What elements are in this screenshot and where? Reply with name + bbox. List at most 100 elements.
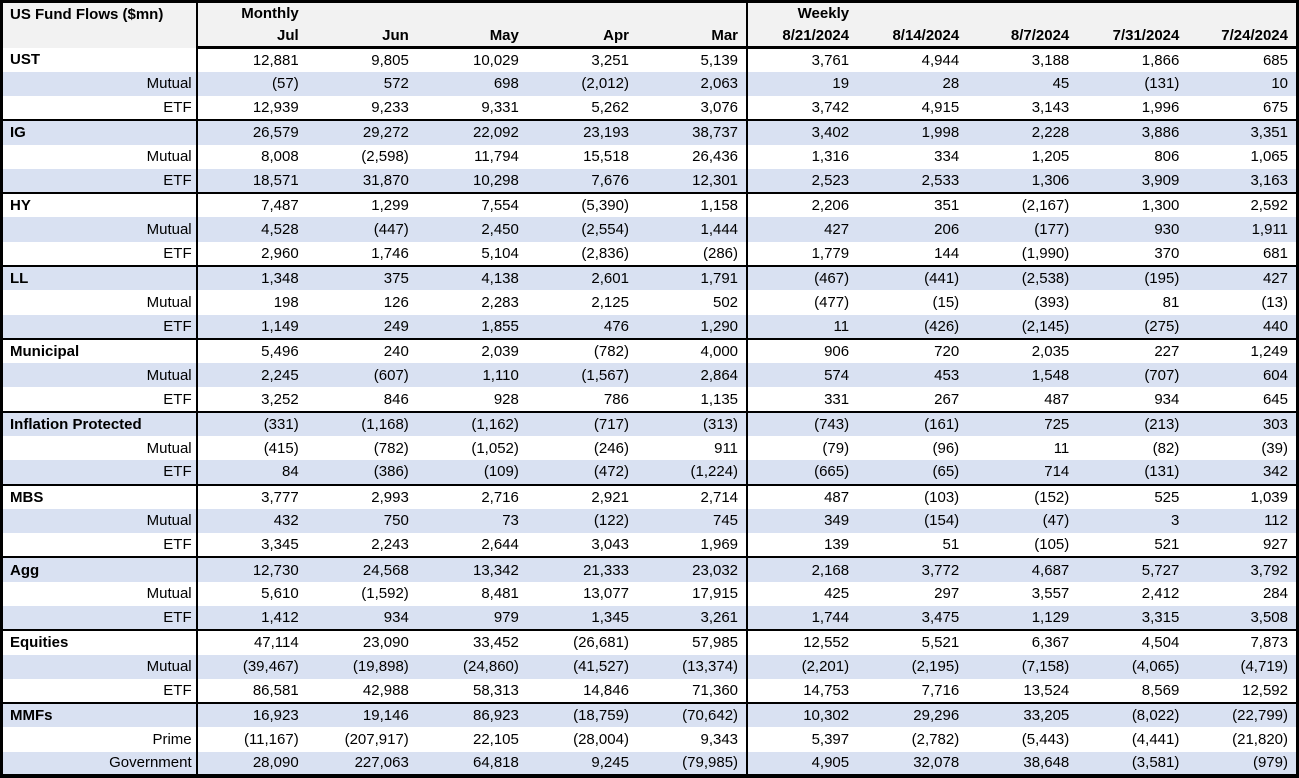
weekly-value-cell: 4,944 bbox=[857, 47, 968, 72]
sub-label: Mutual bbox=[1, 654, 198, 679]
weekly-value-cell: 33,205 bbox=[967, 702, 1078, 728]
weekly-value-cell: 10,302 bbox=[747, 702, 858, 728]
monthly-value-cell: 4,138 bbox=[416, 265, 527, 291]
table-row: Mutual (415) (782) (1,052) (246) 911 (79) (96) 1… bbox=[1, 436, 1298, 461]
monthly-value-cell: 2,450 bbox=[416, 217, 527, 242]
weekly-value-cell: 6,367 bbox=[967, 629, 1078, 655]
weekly-value-cell: (213) bbox=[1077, 410, 1188, 436]
monthly-value-cell: (246) bbox=[526, 436, 637, 461]
weekly-value-cell: (2,167) bbox=[967, 192, 1078, 218]
weekly-value-cell: (8,022) bbox=[1077, 702, 1188, 728]
monthly-value-cell: 2,063 bbox=[636, 71, 749, 97]
table-row: Mutual 4,528 (447) 2,450 (2,554) 1,444 427 206(… bbox=[1, 217, 1298, 242]
sub-label: Mutual bbox=[1, 581, 198, 606]
column-header-mar: Mar bbox=[636, 24, 749, 49]
category-label: Equities bbox=[1, 629, 198, 655]
monthly-value-cell: 2,714 bbox=[636, 483, 749, 509]
weekly-value-cell: 38,648 bbox=[967, 751, 1078, 776]
monthly-value-cell: (286) bbox=[636, 241, 749, 267]
category-label: MBS bbox=[1, 483, 198, 509]
monthly-value-cell: (18,759) bbox=[526, 702, 637, 728]
monthly-value-cell: (28,004) bbox=[526, 727, 637, 752]
monthly-value-cell: 47,114 bbox=[196, 629, 307, 655]
monthly-value-cell: 38,737 bbox=[636, 119, 749, 145]
monthly-value-cell: 2,125 bbox=[526, 290, 637, 315]
weekly-value-cell: 5,727 bbox=[1077, 556, 1188, 582]
sub-label: ETF bbox=[1, 96, 198, 121]
weekly-value-cell: 1,306 bbox=[967, 168, 1078, 194]
monthly-value-cell: (2,836) bbox=[526, 241, 637, 267]
weekly-value-cell: 342 bbox=[1187, 460, 1298, 485]
weekly-value-cell: (3,581) bbox=[1077, 751, 1188, 776]
monthly-value-cell: 3,777 bbox=[196, 483, 307, 509]
weekly-value-cell: 1,996 bbox=[1077, 96, 1188, 121]
weekly-value-cell: 906 bbox=[747, 337, 858, 364]
monthly-value-cell: 2,960 bbox=[196, 241, 307, 267]
weekly-value-cell: (665) bbox=[747, 460, 858, 485]
weekly-value-cell: 1,911 bbox=[1187, 217, 1298, 242]
weekly-value-cell: 685 bbox=[1187, 47, 1298, 72]
weekly-value-cell: 11 bbox=[747, 314, 858, 339]
weekly-value-cell: (467) bbox=[747, 265, 858, 291]
monthly-value-cell: 432 bbox=[196, 508, 307, 534]
monthly-value-cell: 23,032 bbox=[636, 556, 749, 582]
monthly-value-cell: 42,988 bbox=[306, 678, 417, 704]
table-row: Mutual (57) 572 698 (2,012) 2,063 19 28 45 (131) 1… bbox=[1, 71, 1298, 97]
weekly-value-cell: (152) bbox=[967, 483, 1078, 509]
weekly-value-cell: 2,533 bbox=[857, 168, 968, 194]
weekly-value-cell: 2,412 bbox=[1077, 581, 1188, 606]
weekly-value-cell: 3,402 bbox=[747, 119, 858, 145]
weekly-value-cell: 5,521 bbox=[857, 629, 968, 655]
monthly-value-cell: 3,345 bbox=[196, 533, 307, 558]
weekly-value-cell: 3,742 bbox=[747, 96, 858, 121]
monthly-value-cell: 198 bbox=[196, 290, 307, 315]
weekly-value-cell: 3 bbox=[1077, 508, 1188, 534]
table-row: LL 1,348 375 4,138 2,601 1,791 (467) (441) (2,53… bbox=[1, 265, 1298, 291]
sub-label: Mutual bbox=[1, 144, 198, 169]
monthly-value-cell: (26,681) bbox=[526, 629, 637, 655]
table-row: Government 28,090 227,063 64,818 9,245 (79,98… bbox=[1, 751, 1298, 776]
weekly-value-cell: (195) bbox=[1077, 265, 1188, 291]
weekly-value-cell: 14,753 bbox=[747, 678, 858, 704]
category-label: Municipal bbox=[1, 337, 198, 364]
monthly-value-cell: (41,527) bbox=[526, 654, 637, 679]
monthly-value-cell: 3,261 bbox=[636, 605, 749, 631]
monthly-value-cell: 22,092 bbox=[416, 119, 527, 145]
monthly-value-cell: (607) bbox=[306, 363, 417, 388]
sub-label: Mutual bbox=[1, 290, 198, 315]
weekly-value-cell: (2,782) bbox=[857, 727, 968, 752]
weekly-value-cell: 45 bbox=[967, 71, 1078, 97]
table-row: HY 7,487 1,299 7,554 (5,390) 1,158 2,206 351 (2,… bbox=[1, 192, 1298, 218]
monthly-value-cell: 375 bbox=[306, 265, 417, 291]
monthly-value-cell: 12,939 bbox=[196, 96, 307, 121]
monthly-value-cell: 8,481 bbox=[416, 581, 527, 606]
monthly-value-cell: 2,993 bbox=[306, 483, 417, 509]
monthly-value-cell: 10,029 bbox=[416, 47, 527, 72]
weekly-value-cell: 13,524 bbox=[967, 678, 1078, 704]
weekly-value-cell: 3,188 bbox=[967, 47, 1078, 72]
weekly-value-cell: 1,998 bbox=[857, 119, 968, 145]
monthly-value-cell: 2,921 bbox=[526, 483, 637, 509]
weekly-value-cell: (5,443) bbox=[967, 727, 1078, 752]
weekly-value-cell: 8,569 bbox=[1077, 678, 1188, 704]
monthly-value-cell: 3,043 bbox=[526, 533, 637, 558]
weekly-value-cell: 334 bbox=[857, 144, 968, 169]
weekly-value-cell: 1,039 bbox=[1187, 483, 1298, 509]
monthly-value-cell: (24,860) bbox=[416, 654, 527, 679]
weekly-value-cell: (2,145) bbox=[967, 314, 1078, 339]
weekly-value-cell: 1,129 bbox=[967, 605, 1078, 631]
monthly-value-cell: (386) bbox=[306, 460, 417, 485]
monthly-value-cell: (782) bbox=[526, 337, 637, 364]
weekly-value-cell: 3,792 bbox=[1187, 556, 1298, 582]
monthly-value-cell: (39,467) bbox=[196, 654, 307, 679]
weekly-value-cell: 349 bbox=[747, 508, 858, 534]
weekly-value-cell: 1,205 bbox=[967, 144, 1078, 169]
monthly-value-cell: 5,496 bbox=[196, 337, 307, 364]
table-row: Equities 47,114 23,090 33,452 (26,681) 57,985… bbox=[1, 629, 1298, 655]
monthly-value-cell: 5,262 bbox=[526, 96, 637, 121]
monthly-value-cell: 57,985 bbox=[636, 629, 749, 655]
sub-label: ETF bbox=[1, 314, 198, 339]
weekly-value-cell: (82) bbox=[1077, 436, 1188, 461]
weekly-value-cell: 3,351 bbox=[1187, 119, 1298, 145]
